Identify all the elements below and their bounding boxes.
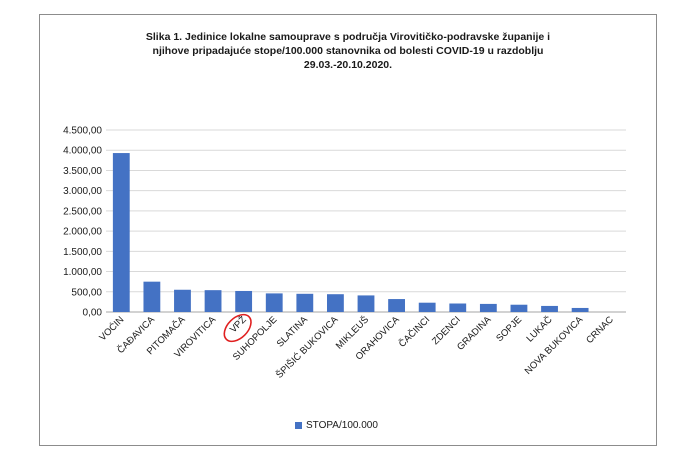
bar bbox=[143, 281, 161, 312]
y-tick-label: 1.000,00 bbox=[63, 267, 102, 278]
bar bbox=[418, 302, 436, 312]
x-tick-label: SOPJE bbox=[494, 314, 524, 344]
bar bbox=[296, 293, 314, 312]
chart-title: Slika 1. Jedinice lokalne samouprave s p… bbox=[60, 30, 636, 72]
chart-title-line-2: njihove pripadajuće stope/100.000 stanov… bbox=[152, 45, 544, 57]
chart-legend: STOPA/100.000 bbox=[295, 418, 378, 432]
chart-frame bbox=[39, 14, 657, 446]
y-tick-label: 1.500,00 bbox=[63, 247, 102, 258]
legend-swatch bbox=[295, 421, 302, 429]
chart-title-line-1: Slika 1. Jedinice lokalne samouprave s p… bbox=[145, 31, 551, 43]
bar bbox=[174, 289, 191, 312]
bar bbox=[235, 290, 253, 312]
x-tick-label: VOĆIN bbox=[97, 314, 126, 343]
x-tick-label: NOVA BUKOVICA bbox=[523, 314, 586, 377]
y-tick-label: 500,00 bbox=[71, 287, 102, 298]
bar bbox=[541, 305, 558, 312]
bar bbox=[571, 307, 589, 312]
x-tick-label: GRADINA bbox=[455, 314, 494, 353]
bar bbox=[510, 304, 528, 312]
x-tick-label: LUKAČ bbox=[524, 314, 554, 344]
bar bbox=[388, 299, 405, 312]
y-tick-label: 2.000,00 bbox=[63, 227, 102, 238]
x-tick-label: ČAČINCI bbox=[397, 314, 432, 349]
y-tick-label: 3.500,00 bbox=[63, 166, 102, 177]
y-tick-label: 4.500,00 bbox=[63, 126, 102, 137]
bar bbox=[204, 290, 222, 312]
y-tick-label: 3.000,00 bbox=[63, 186, 102, 197]
chart-title-line-3: 29.03.-20.10.2020. bbox=[303, 59, 393, 71]
bar bbox=[357, 295, 375, 312]
x-tick-label: VPŽ bbox=[228, 314, 249, 335]
y-tick-label: 0,00 bbox=[83, 308, 103, 319]
bar bbox=[327, 294, 344, 312]
bar bbox=[112, 153, 130, 312]
bar bbox=[479, 303, 497, 312]
bar bbox=[265, 293, 283, 312]
highlight-circle bbox=[223, 313, 252, 343]
y-tick-label: 2.500,00 bbox=[63, 206, 102, 217]
bar bbox=[449, 303, 467, 312]
y-tick-label: 4.000,00 bbox=[63, 146, 102, 157]
x-tick-label: CRNAC bbox=[584, 314, 616, 346]
legend-label: STOPA/100.000 bbox=[306, 419, 378, 431]
